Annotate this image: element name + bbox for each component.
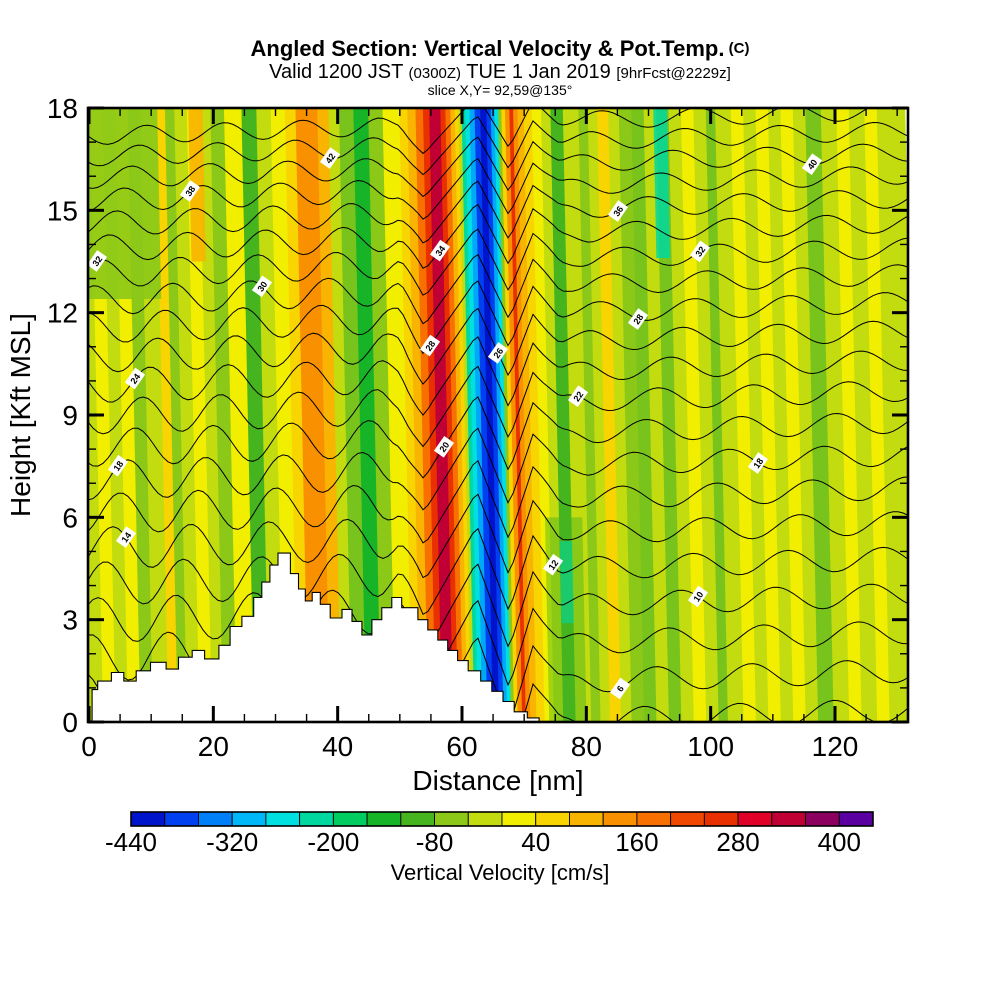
isentrope-line bbox=[88, 253, 908, 325]
isentrope-layer bbox=[88, 108, 908, 722]
isentrope-line bbox=[88, 563, 908, 654]
svg-text:0: 0 bbox=[62, 707, 78, 738]
svg-text:18: 18 bbox=[111, 459, 125, 473]
svg-text:28: 28 bbox=[423, 339, 437, 353]
svg-text:38: 38 bbox=[183, 184, 197, 198]
svg-text:40: 40 bbox=[805, 158, 819, 172]
svg-text:18: 18 bbox=[47, 93, 78, 124]
x-axis-title: Distance [nm] bbox=[412, 765, 583, 796]
isentrope-line bbox=[88, 493, 908, 579]
plot-title-units: (C) bbox=[724, 40, 750, 57]
contour-labels: 42 40 38 36 34 32 32 30 28 28 26 24 22 20 18 18 14 12 10 6 bbox=[88, 147, 823, 700]
svg-text:30: 30 bbox=[255, 280, 269, 294]
slice-info: slice X,Y= 92,59@135° bbox=[427, 82, 573, 98]
valid-time-utc: (0300Z) bbox=[408, 65, 462, 82]
svg-text:-200: -200 bbox=[307, 827, 359, 857]
svg-text:60: 60 bbox=[446, 731, 477, 762]
svg-text:14: 14 bbox=[119, 530, 133, 544]
svg-text:28: 28 bbox=[631, 312, 645, 326]
svg-text:36: 36 bbox=[611, 204, 625, 218]
svg-text:80: 80 bbox=[571, 731, 602, 762]
valid-time: Valid 1200 JST bbox=[269, 61, 409, 83]
svg-text:42: 42 bbox=[323, 151, 337, 165]
plot-area: 42 40 38 36 34 32 32 30 28 28 26 24 22 20 18 18 14 12 10 6 bbox=[88, 108, 908, 722]
svg-text:-440: -440 bbox=[105, 827, 157, 857]
isentrope-line bbox=[88, 203, 908, 269]
svg-text:6: 6 bbox=[615, 684, 626, 694]
forecast-tag: [9hrFcst@2229z] bbox=[616, 65, 731, 82]
svg-text:10: 10 bbox=[691, 590, 705, 604]
colorbar-caption: Vertical Velocity [cm/s] bbox=[390, 860, 610, 885]
plot-title: Angled Section: Vertical Velocity & Pot.… bbox=[0, 36, 1000, 62]
valid-time-line: Valid 1200 JST (0300Z) TUE 1 Jan 2019 [9… bbox=[0, 61, 1000, 84]
svg-text:34: 34 bbox=[433, 244, 447, 258]
isentrope-line bbox=[88, 136, 908, 198]
svg-text:40: 40 bbox=[322, 731, 353, 762]
svg-text:100: 100 bbox=[687, 731, 734, 762]
svg-text:18: 18 bbox=[751, 456, 765, 470]
axes bbox=[86, 106, 910, 724]
isentrope-line bbox=[88, 108, 908, 155]
svg-text:160: 160 bbox=[615, 827, 658, 857]
isentrope-line bbox=[88, 396, 908, 479]
svg-text:26: 26 bbox=[491, 346, 505, 360]
svg-text:-320: -320 bbox=[206, 827, 258, 857]
colorbar: -440 -320 -200 -80 40 160 280 400 bbox=[105, 811, 874, 857]
svg-text:9: 9 bbox=[62, 400, 78, 431]
isentrope-line bbox=[88, 527, 908, 616]
plot-title-text: Angled Section: Vertical Velocity & Pot.… bbox=[250, 36, 725, 61]
isentrope-line bbox=[88, 116, 908, 176]
svg-text:400: 400 bbox=[818, 827, 861, 857]
terrain-silhouette bbox=[91, 552, 540, 722]
svg-text:22: 22 bbox=[571, 390, 585, 404]
svg-text:6: 6 bbox=[62, 502, 78, 533]
isentrope-line bbox=[88, 459, 908, 544]
svg-text:-80: -80 bbox=[416, 827, 454, 857]
svg-text:12: 12 bbox=[546, 558, 560, 572]
svg-text:12: 12 bbox=[47, 298, 78, 329]
svg-text:120: 120 bbox=[812, 731, 859, 762]
svg-text:40: 40 bbox=[521, 827, 550, 857]
svg-text:32: 32 bbox=[693, 245, 707, 259]
isentrope-line bbox=[88, 158, 908, 220]
isentrope-line bbox=[88, 228, 908, 296]
svg-text:15: 15 bbox=[47, 195, 78, 226]
svg-text:32: 32 bbox=[90, 254, 104, 268]
isentrope-line bbox=[88, 280, 908, 355]
svg-text:24: 24 bbox=[128, 372, 142, 386]
svg-text:0: 0 bbox=[81, 731, 97, 762]
svg-text:280: 280 bbox=[716, 827, 759, 857]
isentrope-line bbox=[88, 427, 908, 511]
isentrope-line bbox=[88, 336, 908, 416]
svg-text:3: 3 bbox=[62, 605, 78, 636]
y-axis-title: Height [Kft MSL] bbox=[5, 313, 36, 517]
svg-text:20: 20 bbox=[437, 440, 451, 454]
svg-text:20: 20 bbox=[198, 731, 229, 762]
valid-date: TUE 1 Jan 2019 bbox=[461, 61, 617, 83]
fill-layer bbox=[88, 108, 908, 722]
isentrope-line bbox=[88, 180, 908, 244]
isentrope-line bbox=[88, 365, 908, 448]
